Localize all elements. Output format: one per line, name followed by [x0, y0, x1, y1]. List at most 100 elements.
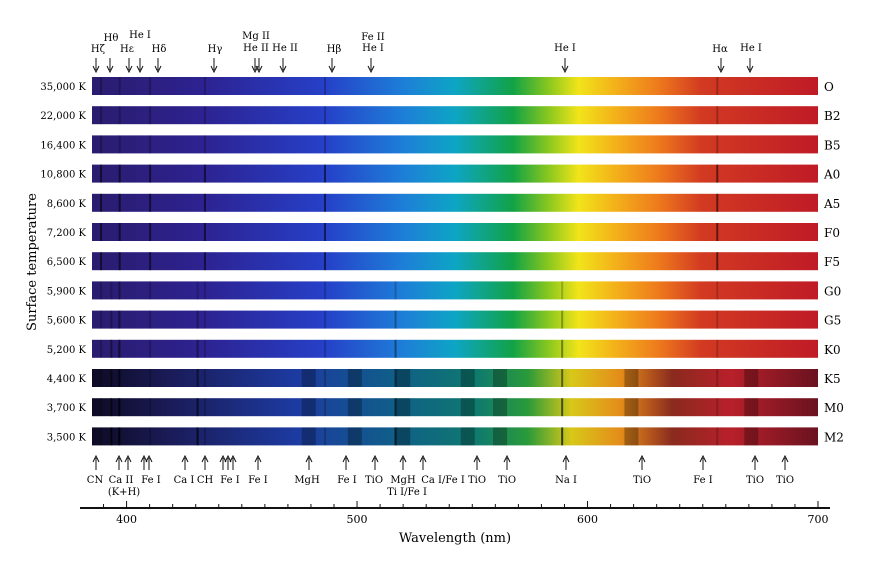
absorption-line	[203, 369, 206, 387]
absorption-line	[716, 427, 719, 446]
bottom-arrow	[219, 454, 227, 470]
bottom-label: TiO	[776, 475, 794, 486]
top-arrow	[136, 58, 144, 74]
temperature-label: 3,500 K	[47, 432, 87, 443]
spectrum-band	[92, 339, 818, 358]
temperature-label: 10,800 K	[40, 170, 86, 181]
absorption-line	[118, 164, 121, 183]
metal-line	[118, 427, 121, 446]
spectrum-rows: 35,000 K O 22,000 K B2 16,400 K B5 10,800 K A0 8…	[40, 77, 844, 446]
absorption-line	[99, 106, 102, 125]
molecular-band	[460, 427, 475, 446]
absorption-line	[203, 135, 206, 154]
absorption-line	[324, 310, 327, 329]
molecular-band	[624, 427, 639, 446]
bottom-label: TiO	[468, 475, 486, 486]
bottom-arrow	[638, 454, 646, 470]
spectral-type-label: K5	[824, 372, 841, 386]
top-arrow	[255, 58, 263, 74]
spectrum-band	[92, 106, 818, 125]
tick-label: 700	[808, 513, 829, 526]
molecular-band	[493, 427, 508, 446]
absorption-line	[99, 339, 102, 358]
top-arrow	[92, 58, 100, 74]
spectral-type-label: K0	[824, 343, 841, 357]
spectrum-band	[92, 193, 818, 212]
absorption-line	[324, 427, 327, 446]
absorption-line	[324, 135, 327, 154]
top-absorption-markers	[92, 58, 754, 74]
metal-line	[394, 339, 397, 358]
top-arrow	[210, 58, 218, 74]
top-arrow	[717, 58, 725, 74]
top-label: Hβ	[327, 44, 342, 55]
absorption-line	[324, 252, 327, 271]
molecular-band	[460, 398, 475, 417]
absorption-line	[324, 398, 327, 417]
absorption-line	[203, 164, 206, 183]
absorption-line	[118, 281, 121, 300]
top-arrow	[328, 58, 336, 74]
spectral-type-label: G5	[824, 314, 841, 328]
bottom-label: CN	[87, 475, 104, 486]
temperature-label: 8,600 K	[47, 199, 87, 210]
metal-line	[118, 398, 121, 417]
bottom-arrow	[751, 454, 759, 470]
spectrum-row: 10,800 K A0	[40, 164, 840, 183]
bottom-label: Na I	[555, 475, 577, 486]
absorption-line	[716, 339, 719, 358]
bottom-label: TiO	[746, 475, 764, 486]
absorption-line	[118, 339, 121, 358]
absorption-line	[203, 223, 206, 241]
absorption-line	[118, 252, 121, 271]
top-label: Hα	[712, 44, 728, 55]
metal-line	[196, 339, 199, 358]
metal-line	[196, 369, 199, 387]
spectral-type-label: A0	[823, 168, 840, 182]
bottom-label: CH	[197, 475, 214, 486]
absorption-line	[149, 281, 152, 300]
absorption-line	[149, 193, 152, 212]
bottom-arrow	[305, 454, 313, 470]
molecular-band	[347, 427, 362, 446]
absorption-line	[203, 252, 206, 271]
top-arrow	[106, 58, 114, 74]
spectrum-row: 4,400 K K5	[47, 369, 841, 387]
bottom-arrow	[145, 454, 153, 470]
spectrum-band	[92, 135, 818, 154]
metal-line	[561, 281, 564, 300]
absorption-line	[149, 223, 152, 241]
absorption-line	[716, 164, 719, 183]
metal-line	[394, 281, 397, 300]
spectrum-row: 16,400 K B5	[40, 135, 840, 154]
top-arrow	[251, 58, 259, 74]
absorption-line	[203, 193, 206, 212]
absorption-line	[99, 310, 102, 329]
absorption-line	[324, 164, 327, 183]
temperature-label: 5,200 K	[47, 345, 87, 356]
top-label: Hδ	[152, 44, 167, 55]
bottom-label: Ca II	[109, 475, 134, 486]
bottom-label: Fe I	[141, 475, 160, 486]
top-label: Hε	[120, 44, 134, 55]
absorption-line	[716, 106, 719, 125]
absorption-line	[324, 281, 327, 300]
y-axis-label: Surface temperature	[25, 193, 40, 331]
spectral-type-label: F0	[824, 226, 840, 240]
bottom-label: MgH	[294, 475, 320, 486]
molecular-band	[493, 369, 508, 387]
top-arrow	[561, 58, 569, 74]
absorption-line	[149, 310, 152, 329]
absorption-line	[99, 193, 102, 212]
bottom-arrow	[503, 454, 511, 470]
bottom-label: Ti I/Fe I	[387, 487, 427, 498]
spectral-type-label: B2	[824, 109, 840, 123]
spectrum-row: 35,000 K O	[40, 77, 834, 95]
spectrum-row: 5,200 K K0	[47, 339, 841, 358]
spectrum-band	[92, 310, 818, 329]
absorption-line	[118, 106, 121, 125]
spectral-type-label: F5	[824, 255, 840, 269]
absorption-line	[203, 427, 206, 446]
